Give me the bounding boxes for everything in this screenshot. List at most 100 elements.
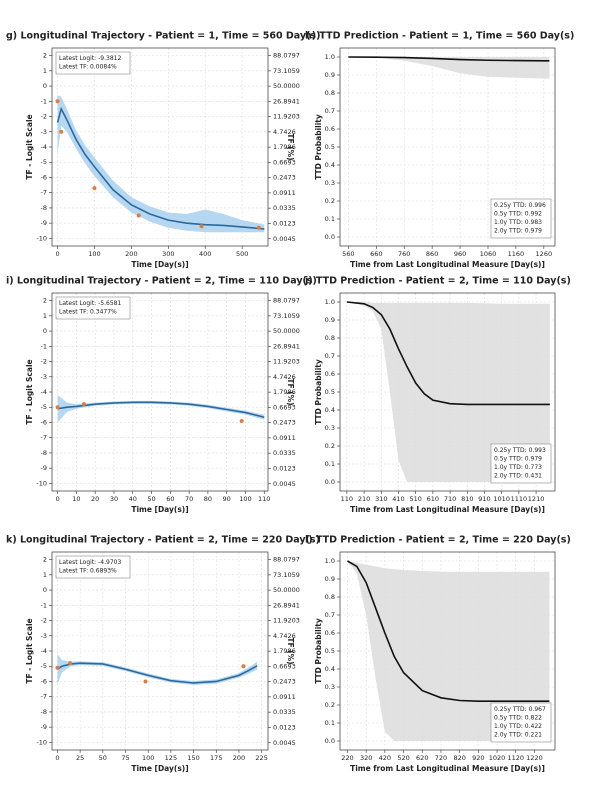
panel-title: k) Longitudinal Trajectory - Patient = 2…	[6, 535, 320, 546]
y-tick-label: 0.1	[325, 460, 335, 468]
plot-frame	[51, 47, 269, 247]
y2-tick-label: 50.0000	[273, 82, 300, 90]
y2-tick-label: 50.0000	[273, 327, 300, 335]
annotation: Latest Logit: -5.6581	[59, 300, 121, 307]
x-tick-label: 220	[341, 754, 353, 762]
y2-tick-label: 0.0123	[273, 464, 296, 472]
x-tick-label: 0	[55, 754, 59, 762]
x-tick-label: 110	[341, 495, 353, 503]
x-tick-label: 20	[91, 495, 99, 503]
annotation: 0.5y TTD: 0.992	[494, 211, 542, 218]
data-point	[68, 661, 73, 666]
y-tick-label: 1	[43, 67, 47, 75]
y-tick-label: -8	[41, 708, 47, 716]
annotation: 0.5y TTD: 0.822	[494, 715, 542, 722]
x-tick-label: 720	[435, 754, 447, 762]
y-tick-label: 0	[43, 82, 47, 90]
y-tick-label: 0.5	[325, 143, 335, 151]
y-tick-label: -6	[41, 677, 47, 685]
x-tick-label: 860	[426, 250, 438, 258]
annotation: Latest TF: 0.6893%	[59, 568, 117, 575]
x-tick-label: 300	[162, 250, 174, 258]
x-tick-label: 410	[392, 495, 404, 503]
data-point	[55, 665, 60, 670]
y-tick-label: 0.3	[325, 424, 335, 432]
annotation: Latest TF: 0.3477%	[59, 309, 117, 316]
y-tick-label: 0.5	[325, 647, 335, 655]
panel-title: l) TTD Prediction - Patient = 2, Time = …	[305, 535, 571, 546]
y-tick-label: -7	[41, 693, 47, 701]
y-tick-label: 0.7	[325, 107, 335, 115]
x-tick-label: 710	[444, 495, 456, 503]
y2-axis-label: TF (%)	[286, 637, 295, 664]
y-tick-label: -5	[41, 403, 47, 411]
annotation: 0.25y TTD: 0.996	[494, 202, 546, 209]
x-tick-label: 920	[472, 754, 484, 762]
y-tick-label: 0.7	[325, 611, 335, 619]
x-tick-label: 1160	[508, 250, 525, 258]
y2-tick-label: 0.0335	[273, 708, 296, 716]
y-tick-label: 0	[43, 586, 47, 594]
data-point	[239, 418, 244, 423]
y-tick-label: -2	[41, 113, 47, 121]
panel: k) Longitudinal Trajectory - Patient = 2…	[6, 535, 320, 774]
x-axis-label: Time from Last Longitudinal Measure [Day…	[350, 260, 545, 269]
y2-tick-label: 88.0797	[273, 52, 300, 60]
annotation: 2.0y TTD: 0.221	[494, 732, 542, 739]
plot-frame	[339, 551, 556, 751]
y2-tick-label: 26.8941	[273, 342, 300, 350]
x-tick-label: 1110	[511, 495, 528, 503]
y-tick-label: -1	[41, 601, 47, 609]
y-tick-label: 0.7	[325, 352, 335, 360]
y2-tick-label: 0.6693	[273, 403, 296, 411]
y-tick-label: 1.0	[325, 53, 335, 61]
y2-tick-label: 0.0335	[273, 204, 296, 212]
annotation-box	[55, 555, 131, 579]
y-tick-label: 0.6	[325, 370, 335, 378]
y-tick-label: -4	[41, 388, 47, 396]
y2-tick-label: 73.1059	[273, 67, 300, 75]
x-tick-label: 10	[72, 495, 80, 503]
confidence-band	[347, 561, 550, 741]
x-tick-label: 1210	[528, 495, 545, 503]
x-tick-label: 960	[454, 250, 466, 258]
x-axis-label: Time [Day(s)]	[131, 260, 188, 269]
y-tick-label: 0.0	[325, 478, 335, 486]
y2-axis-label: TF (%)	[286, 133, 295, 160]
y-tick-label: -5	[41, 662, 47, 670]
y-tick-label: -9	[41, 464, 47, 472]
data-point	[92, 186, 97, 191]
x-axis-label: Time from Last Longitudinal Measure [Day…	[350, 764, 545, 773]
x-tick-label: 810	[461, 495, 473, 503]
y2-tick-label: 0.2473	[273, 678, 296, 686]
y-tick-label: 0.4	[325, 665, 335, 673]
x-tick-label: 210	[358, 495, 370, 503]
y2-tick-label: 0.0335	[273, 449, 296, 457]
annotation-box	[490, 198, 552, 239]
annotation: 2.0y TTD: 0.979	[494, 228, 542, 235]
x-tick-label: 200	[125, 250, 137, 258]
y-tick-label: 1.0	[325, 557, 335, 565]
y-tick-label: -6	[41, 173, 47, 181]
annotation: Latest TF: 0.0084%	[59, 64, 117, 71]
x-tick-label: 175	[210, 754, 222, 762]
y2-tick-label: 11.9203	[273, 113, 300, 121]
x-tick-label: 400	[199, 250, 211, 258]
y-tick-label: -6	[41, 418, 47, 426]
y-tick-label: 0.3	[325, 683, 335, 691]
panel: j) TTD Prediction - Patient = 2, Time = …	[304, 276, 571, 515]
y2-tick-label: 50.0000	[273, 586, 300, 594]
x-tick-label: 90	[223, 495, 231, 503]
y-tick-label: 0.0	[325, 737, 335, 745]
y2-tick-label: 0.0911	[273, 693, 296, 701]
line	[347, 560, 550, 703]
x-tick-label: 100	[88, 250, 100, 258]
y2-tick-label: 4.7426	[273, 128, 296, 136]
x-tick-label: 310	[375, 495, 387, 503]
x-tick-label: 0	[56, 495, 60, 503]
y-tick-label: 1	[43, 571, 47, 579]
x-tick-label: 510	[409, 495, 421, 503]
panel-title: i) Longitudinal Trajectory - Patient = 2…	[6, 276, 317, 287]
y-tick-label: 1.0	[325, 298, 335, 306]
